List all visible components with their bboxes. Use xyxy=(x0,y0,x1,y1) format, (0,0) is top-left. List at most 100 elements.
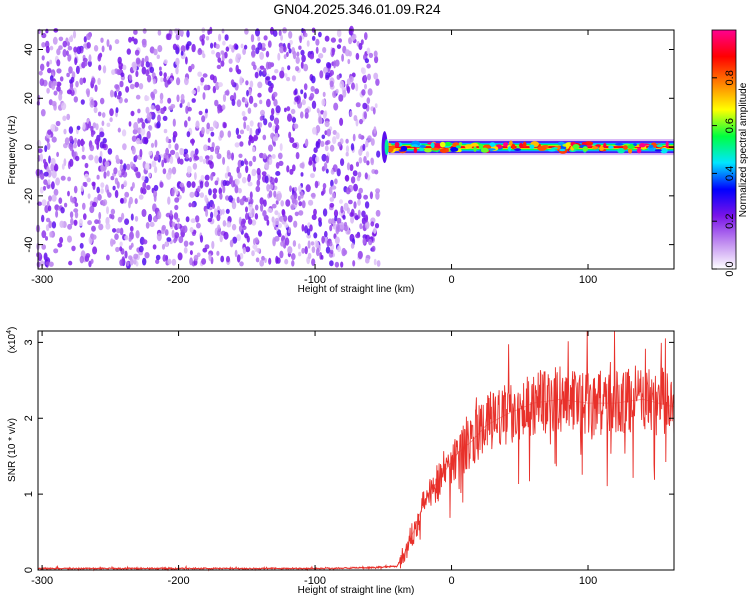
spectrogram-cell xyxy=(343,249,348,255)
spectrogram-cell xyxy=(342,89,347,98)
spectrogram-cell xyxy=(366,47,371,55)
spectrogram-cell xyxy=(66,113,71,121)
spectrogram-cell xyxy=(335,132,340,140)
spectrogram-cell xyxy=(46,142,51,150)
spectrogram-cell xyxy=(218,82,223,88)
spectrogram-cell xyxy=(299,162,305,169)
spectrogram-cell xyxy=(320,255,324,260)
spectrogram-cell xyxy=(121,183,124,190)
spectrogram-cell xyxy=(178,236,184,244)
spectrogram-cell xyxy=(47,205,52,212)
spectrogram-cell xyxy=(146,112,152,121)
spectrogram-cell xyxy=(66,72,70,78)
spectrogram-cell xyxy=(313,232,318,239)
spectrogram-cell xyxy=(311,100,317,110)
spectrogram-cell xyxy=(187,116,191,122)
spectrogram-cell xyxy=(153,194,157,202)
spectrogram-cell xyxy=(132,129,138,135)
spectrogram-cell xyxy=(352,170,358,177)
snr-x-label: Height of straight line (km) xyxy=(298,585,415,596)
spectrogram-cell xyxy=(79,255,85,264)
spectrogram-cell xyxy=(301,99,306,106)
spectrogram-cell xyxy=(243,121,247,130)
spectrogram-cell xyxy=(48,155,51,164)
spectrogram-cell xyxy=(172,131,178,138)
spectrogram-cell xyxy=(603,143,607,148)
spectrogram-cell xyxy=(219,130,224,139)
spectrogram-cell xyxy=(251,50,256,57)
spectrogram-cell xyxy=(148,172,152,178)
snr-envelope xyxy=(38,398,675,569)
spectrogram-cell xyxy=(310,173,315,178)
spectrogram-cell xyxy=(130,226,134,232)
spectrogram-cell xyxy=(316,58,321,64)
spectrogram-cell xyxy=(332,130,337,135)
spectrogram-y-ticks: -40 -20 0 20 40 xyxy=(23,43,674,253)
spectrogram-cell xyxy=(286,51,289,58)
spectrogram-cell xyxy=(197,71,203,77)
snr-xtick-label: 100 xyxy=(579,575,597,587)
spectrogram-cell xyxy=(48,195,52,202)
spectrogram-cell xyxy=(172,118,176,127)
spectrogram-cell xyxy=(284,237,290,246)
spectrogram-cell xyxy=(149,221,155,228)
spectrogram-cell xyxy=(224,34,229,41)
spectrogram-cell xyxy=(144,95,150,102)
spectrogram-cell xyxy=(259,115,264,121)
spectrogram-cell xyxy=(608,145,614,149)
colorbar-tick-label: 0.4 xyxy=(724,166,736,181)
spectrogram-cell xyxy=(176,94,180,103)
spectrogram-cell xyxy=(130,213,134,221)
spectrogram-cell xyxy=(304,32,308,38)
spectrogram-cell xyxy=(133,29,138,35)
spectrogram-cell xyxy=(336,217,342,224)
spectrogram-cell xyxy=(277,52,281,61)
spectrogram-cell xyxy=(292,50,297,60)
spectrogram-cell xyxy=(322,47,327,53)
spectrogram-cell xyxy=(87,193,91,199)
spectrogram-cell xyxy=(346,207,350,214)
spectrogram-cell xyxy=(215,43,220,50)
colorbar-tick-label: 0.6 xyxy=(724,118,736,133)
spectrogram-cell xyxy=(278,30,282,37)
spectrogram-cell xyxy=(265,162,270,171)
spectrogram-cell xyxy=(355,102,361,108)
spectrogram-cell xyxy=(162,115,168,121)
spectrogram-cell xyxy=(357,199,361,206)
spectrogram-cell xyxy=(489,142,496,148)
spectrogram-cell xyxy=(304,112,309,119)
spectrogram-cell xyxy=(88,121,92,129)
spectrogram-cell xyxy=(104,160,110,168)
spectrogram-cell xyxy=(189,227,194,233)
spectrogram-cell xyxy=(195,215,200,223)
spectrogram-cell xyxy=(195,120,200,129)
spectrogram-cell xyxy=(375,191,380,200)
spectrogram-cell xyxy=(321,153,327,162)
spectrogram-cell xyxy=(345,145,350,153)
spectrogram-cell xyxy=(322,91,326,97)
spectrogram-cell xyxy=(331,192,336,199)
spectrogram-cell xyxy=(177,222,180,229)
spectrogram-cell xyxy=(133,253,139,260)
spectrogram-cell xyxy=(154,166,158,174)
spectrogram-cell xyxy=(369,191,373,200)
spectrogram-cell xyxy=(307,252,312,260)
spectrogram-ytick-label: 0 xyxy=(23,144,35,150)
spectrogram-cell xyxy=(175,151,180,159)
spectrogram-cell xyxy=(49,75,54,82)
spectrogram-cell xyxy=(227,172,232,177)
spectrogram-cell xyxy=(266,184,270,192)
spectrogram-cell xyxy=(248,160,253,167)
spectrogram-cell xyxy=(72,30,77,39)
spectrogram-cell xyxy=(338,38,343,43)
spectrogram-cell xyxy=(298,210,304,216)
spectrogram-cell xyxy=(98,211,102,220)
spectrogram-cell xyxy=(350,215,355,224)
spectrogram-cell xyxy=(116,69,121,76)
spectrogram-cell xyxy=(100,164,104,171)
spectrogram-cell xyxy=(196,222,201,229)
spectrogram-cell xyxy=(303,92,307,99)
spectrogram-cell xyxy=(639,143,646,148)
spectrogram-cell xyxy=(372,107,376,115)
spectrogram-cell xyxy=(119,80,124,88)
